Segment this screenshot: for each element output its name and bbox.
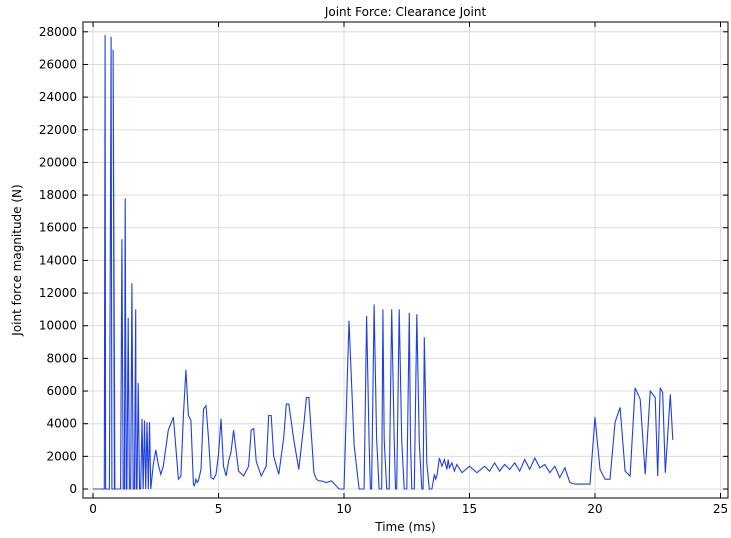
y-tick-label: 8000 bbox=[46, 351, 77, 365]
y-tick-label: 20000 bbox=[39, 155, 77, 169]
series-line bbox=[93, 35, 674, 490]
y-tick-label: 4000 bbox=[46, 417, 77, 431]
x-tick-label: 0 bbox=[89, 502, 97, 516]
y-tick-label: 2000 bbox=[46, 449, 77, 463]
x-tick-label: 25 bbox=[713, 502, 728, 516]
y-tick-label: 16000 bbox=[39, 221, 77, 235]
x-tick-label: 20 bbox=[587, 502, 602, 516]
grid-lines bbox=[83, 22, 728, 498]
y-tick-label: 10000 bbox=[39, 319, 77, 333]
x-tick-label: 15 bbox=[462, 502, 477, 516]
y-tick-label: 6000 bbox=[46, 384, 77, 398]
y-tick-label: 12000 bbox=[39, 286, 77, 300]
y-tick-label: 28000 bbox=[39, 25, 77, 39]
y-tick-label: 0 bbox=[69, 482, 77, 496]
x-tick-label: 5 bbox=[215, 502, 223, 516]
x-tick-label: 10 bbox=[336, 502, 351, 516]
y-tick-label: 26000 bbox=[39, 57, 77, 71]
y-tick-label: 22000 bbox=[39, 123, 77, 137]
axis-tick-labels: 0 5 10 15 20 25 0 2000 4000 6000 8000 10000 12000 140… bbox=[39, 25, 728, 516]
y-axis-label: Joint force magnitude (N) bbox=[10, 184, 24, 336]
y-tick-label: 14000 bbox=[39, 253, 77, 267]
y-tick-label: 24000 bbox=[39, 90, 77, 104]
chart-title: Joint Force: Clearance Joint bbox=[324, 5, 487, 19]
axis-ticks bbox=[83, 22, 728, 498]
y-tick-label: 18000 bbox=[39, 188, 77, 202]
x-axis-label: Time (ms) bbox=[374, 520, 436, 534]
